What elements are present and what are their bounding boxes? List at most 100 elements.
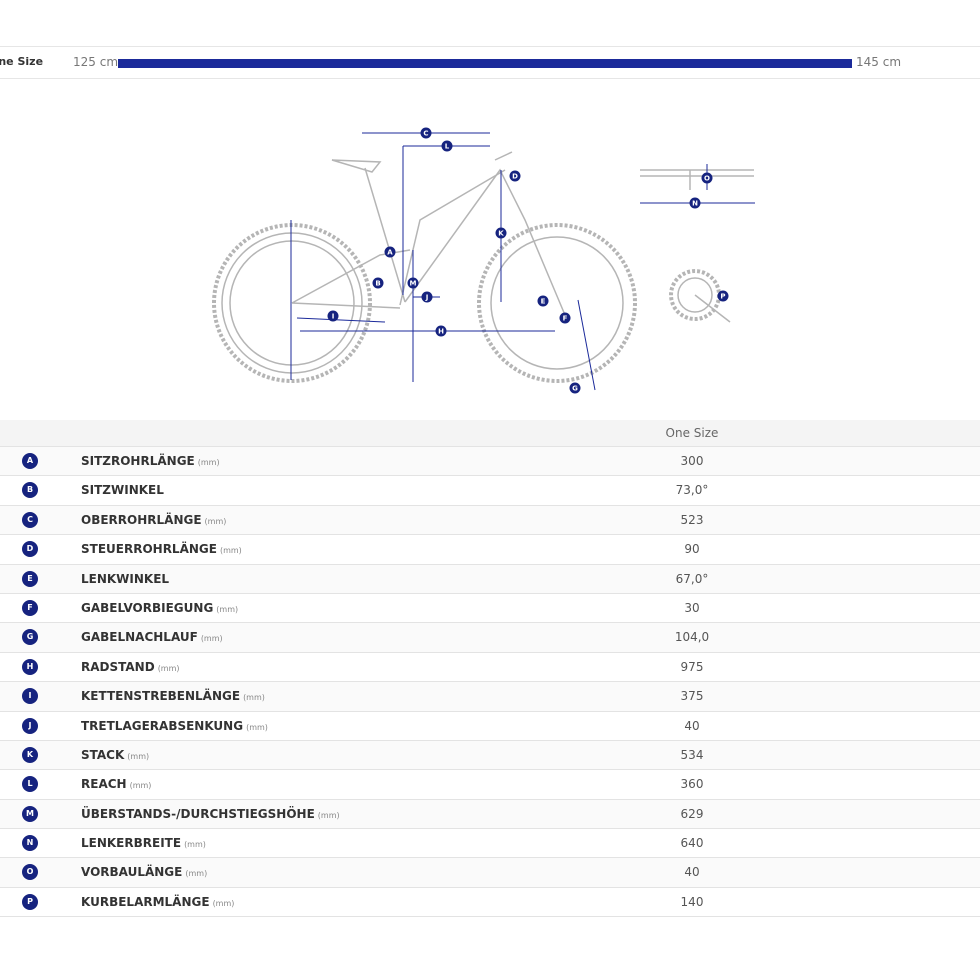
unit-text: (mm) [243,693,265,703]
unit-text: (mm) [185,869,208,879]
table-row: H RADSTAND (mm) 975 [0,653,980,683]
row-value: 67,0° [675,571,709,586]
label-letter: D [512,173,518,181]
label-dot [327,310,339,322]
unit-text: (mm) [204,516,227,526]
table-row: N LENKERBREITE (mm) 640 [0,829,980,859]
label-dot [701,172,713,184]
table-row: K STACK (mm) 534 [0,740,980,771]
header-cell: One Size [665,426,719,440]
bike-drawing [212,151,754,383]
row-badge: J [22,717,38,734]
row-value: 30 [684,600,700,615]
label-dot [420,127,432,139]
name-text: STEUERROHRLÄNGE [81,542,217,557]
label-dot [384,246,396,258]
row-badge: F [22,599,38,616]
table-body: A SITZROHRLÄNGE (mm) 300 B SITZWINKEL 73,0° C OB… [0,447,980,918]
row-badge: E [22,570,38,587]
table-row: J TRETLAGERABSENKUNG (mm) 40 [0,712,980,741]
unit-text: (mm) [129,781,152,791]
label-letter: C [423,130,428,138]
table-header: One Size [0,420,980,447]
name-text: TRETLAGERABSENKUNG [81,718,244,733]
unit-text: (mm) [219,546,242,556]
name-text: KURBELARMLÄNGE [81,894,210,909]
row-name: OBERROHRLÄNGE (mm) [81,513,226,527]
label-dot [559,312,571,324]
unit-text: (mm) [200,634,223,644]
row-name: LENKERBREITE (mm) [81,836,206,850]
row-value: 534 [680,747,704,762]
row-value: 360 [680,777,704,792]
dimension-lines [290,132,755,391]
name-text: GABELNACHLAUF [81,630,198,645]
label-letter: M [410,280,417,288]
label-dot [441,140,453,152]
name-text: RADSTAND [81,659,155,674]
row-badge: I [22,688,38,705]
row-badge: O [22,864,38,881]
table-row: A SITZROHRLÄNGE (mm) 300 [0,447,980,477]
label-letter: B [375,280,380,288]
label-dot [421,291,433,303]
name-text: LENKWINKEL [81,571,170,586]
label-dot [569,382,581,394]
row-name: KETTENSTREBENLÄNGE (mm) [81,689,265,703]
unit-text: (mm) [317,810,340,820]
table-row: L REACH (mm) 360 [0,770,980,800]
row-value: 104,0 [674,630,710,645]
table-row: F GABELVORBIEGUNG (mm) 30 [0,594,980,624]
label-dot [717,290,729,302]
label-dot [372,277,384,289]
row-name: LENKWINKEL [81,572,169,586]
label-dot [407,277,419,289]
unit-text: (mm) [157,663,180,673]
row-value: 640 [680,836,704,851]
unit-text: (mm) [184,840,206,850]
row-value: 40 [684,718,700,733]
label-dot [509,170,521,182]
label-letter: O [704,175,710,183]
row-value: 73,0° [675,483,709,498]
table-row: G GABELNACHLAUF (mm) 104,0 [0,623,980,653]
unit-text: (mm) [212,898,235,908]
row-name: GABELVORBIEGUNG (mm) [81,601,238,615]
label-letter: F [563,315,568,323]
table-row: I KETTENSTREBENLÄNGE (mm) 375 [0,682,980,712]
label-letter: L [445,143,450,151]
unit-text: (mm) [216,604,239,614]
size-max: 145 cm [856,55,902,69]
table-row: D STEUERROHRLÄNGE (mm) 90 [0,535,980,565]
row-value: 140 [680,894,704,909]
row-badge: C [22,511,38,528]
row-badge: G [22,629,38,646]
row-value: 90 [684,542,700,557]
geometry-diagram: A B C D E F G H I J K L M N O P [212,127,755,394]
row-name: ÜBERSTANDS-/DURCHSTIEGSHÖHE (mm) [81,807,340,821]
row-badge: K [22,746,38,763]
name-text: KETTENSTREBENLÄNGE [81,689,241,704]
row-value: 300 [680,454,704,468]
table-row: B SITZWINKEL 73,0° [0,476,980,506]
table-row: C OBERROHRLÄNGE (mm) 523 [0,505,980,536]
row-name: SITZWINKEL [81,483,164,497]
row-badge: H [22,658,38,675]
geometry-table: One Size A SITZROHRLÄNGE (mm) 300 B SITZWINKE… [0,420,980,918]
size-bar: One Size 125 cm 145 cm [0,46,980,79]
label-letter: A [387,249,393,257]
row-name: STEUERROHRLÄNGE (mm) [81,542,242,556]
row-name: KURBELARMLÄNGE (mm) [81,895,234,909]
row-badge: L [22,776,38,793]
row-badge: M [22,805,38,822]
diagram-labels: A B C D E F G H I J K L M N O P [327,127,729,394]
name-text: ÜBERSTANDS-/DURCHSTIEGSHÖHE [81,806,315,821]
label-letter: E [541,298,546,306]
unit-text: (mm) [127,751,150,761]
table-row: E LENKWINKEL 67,0° [0,564,980,594]
size-label: One Size [0,55,44,68]
table-row: P KURBELARMLÄNGE (mm) 140 [0,888,980,918]
row-value: 523 [680,512,704,527]
name-text: STACK [81,747,125,762]
